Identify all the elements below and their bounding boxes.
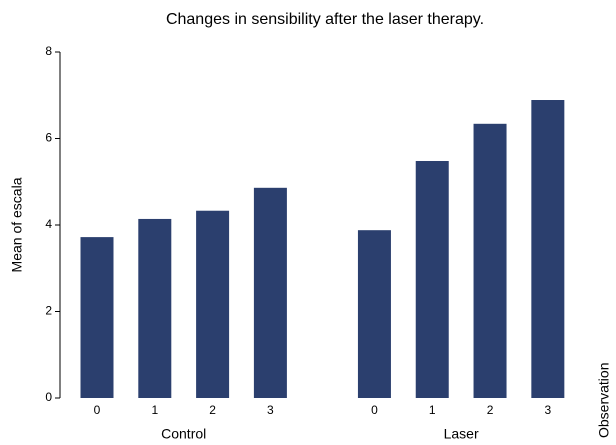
bar	[415, 160, 449, 398]
x-tick-label: 1	[151, 403, 158, 417]
x-tick-label: 0	[94, 403, 101, 417]
bar	[196, 210, 230, 398]
x-tick-label: 3	[267, 403, 274, 417]
x-tick-label: 2	[487, 403, 494, 417]
y-tick-label: 4	[45, 217, 52, 231]
side-label: Observation	[596, 363, 612, 438]
x-tick-label: 0	[371, 403, 378, 417]
x-tick-label: 1	[429, 403, 436, 417]
chart-title: Changes in sensibility after the laser t…	[166, 11, 484, 28]
bar	[138, 218, 172, 398]
y-axis-label: Mean of escala	[9, 177, 25, 272]
y-tick-label: 8	[45, 44, 52, 58]
y-tick-label: 0	[45, 390, 52, 404]
y-tick-label: 2	[45, 304, 52, 318]
bar	[80, 237, 114, 398]
x-tick-label: 3	[544, 403, 551, 417]
bar	[253, 187, 287, 398]
group-label: Control	[161, 426, 206, 442]
x-tick-label: 2	[209, 403, 216, 417]
bar	[531, 100, 565, 398]
bar	[357, 230, 391, 398]
group-label: Laser	[444, 426, 479, 442]
y-tick-label: 6	[45, 131, 52, 145]
bar	[473, 123, 507, 399]
